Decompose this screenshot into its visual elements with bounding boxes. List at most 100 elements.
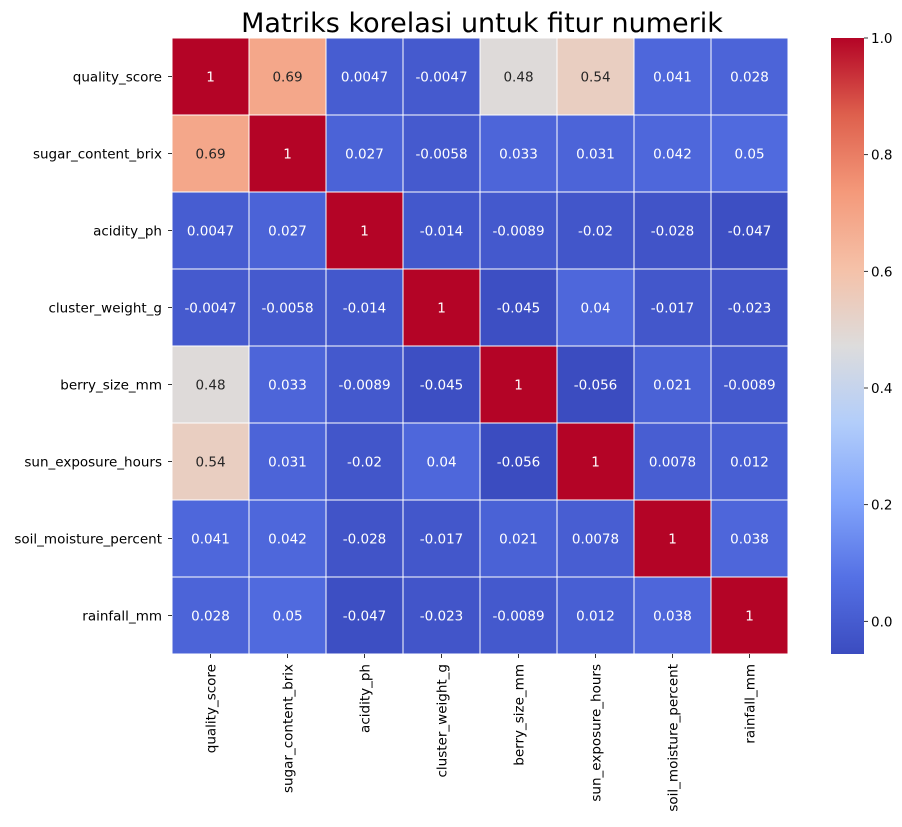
cell-value-label: -0.0089 [492, 224, 544, 240]
cell-value-label: -0.056 [574, 378, 618, 394]
heatmap-cell [325, 499, 404, 578]
heatmap-cell [402, 191, 481, 270]
heatmap-cell [556, 114, 635, 193]
cell-value-label: -0.014 [420, 224, 464, 240]
x-tick-label: sun_exposure_hours [589, 664, 605, 802]
cell-value-label: -0.023 [420, 609, 464, 625]
cell-value-label: -0.02 [578, 224, 613, 240]
x-tick-label: rainfall_mm [743, 664, 759, 744]
heatmap-cell [402, 345, 481, 424]
y-tick-label: sugar_content_brix [33, 147, 162, 163]
cell-value-label: 0.041 [653, 70, 692, 86]
y-tick-label: quality_score [73, 70, 162, 86]
cell-value-label: -0.056 [497, 455, 541, 471]
cell-value-label: 0.0078 [572, 532, 619, 548]
cell-value-label: -0.017 [651, 301, 695, 317]
y-axis-ticks: quality_score sugar_content_brix acidity_p… [14, 70, 172, 625]
heatmap-cell [171, 268, 250, 347]
heatmap-cell [171, 499, 250, 578]
cell-value-label: -0.028 [651, 224, 695, 240]
heatmap-cell [556, 345, 635, 424]
y-tick-label: berry_size_mm [60, 378, 162, 394]
y-tick-label: soil_moisture_percent [14, 532, 162, 548]
cell-value-label: 0.48 [503, 70, 533, 86]
heatmap-cell [710, 191, 789, 270]
heatmap-cell [633, 268, 712, 347]
colorbar-gradient [831, 38, 864, 654]
heatmap-cells [171, 37, 789, 655]
cell-value-label: 0.54 [195, 455, 225, 471]
cell-value-label: 0.0047 [187, 224, 234, 240]
colorbar-tick-label: 0.8 [871, 148, 892, 164]
heatmap-cell [710, 422, 789, 501]
colorbar-tick-label: 0.4 [871, 381, 892, 397]
cell-value-label: 0.05 [734, 147, 764, 163]
cell-value-label: 0.041 [191, 532, 230, 548]
heatmap-cell [710, 345, 789, 424]
cell-value-label: -0.0047 [184, 301, 236, 317]
heatmap-cell [248, 422, 327, 501]
cell-value-label: 0.04 [426, 455, 456, 471]
cell-value-label: -0.047 [728, 224, 772, 240]
cell-value-label: 1 [360, 224, 369, 240]
colorbar-tick-label: 0.2 [871, 498, 892, 514]
heatmap-cell [325, 345, 404, 424]
colorbar-tick-label: 1.0 [871, 31, 892, 47]
y-tick-label: acidity_ph [93, 224, 162, 240]
heatmap-cell [248, 191, 327, 270]
cell-value-label: -0.02 [347, 455, 382, 471]
cell-value-label: 0.69 [195, 147, 225, 163]
cell-value-label: -0.028 [343, 532, 387, 548]
heatmap-cell [710, 114, 789, 193]
cell-value-label: 0.0078 [649, 455, 696, 471]
heatmap-cell [248, 114, 327, 193]
cell-value-label: -0.0089 [492, 609, 544, 625]
cell-value-label: 0.0047 [341, 70, 388, 86]
heatmap-cell [710, 576, 789, 655]
cell-value-label: 1 [668, 532, 677, 548]
cell-value-label: 1 [745, 609, 754, 625]
cell-value-label: -0.0089 [338, 378, 390, 394]
cell-value-label: 0.027 [345, 147, 384, 163]
heatmap-cell [479, 191, 558, 270]
cell-value-label: 0.021 [653, 378, 692, 394]
x-tick-label: sugar_content_brix [281, 664, 297, 793]
y-tick-label: cluster_weight_g [49, 301, 163, 317]
cell-value-label: -0.047 [343, 609, 387, 625]
heatmap-cell [325, 576, 404, 655]
cell-value-label: 0.012 [576, 609, 615, 625]
x-tick-label: acidity_ph [358, 664, 374, 733]
cell-value-label: -0.017 [420, 532, 464, 548]
heatmap-cell [633, 499, 712, 578]
x-tick-label: cluster_weight_g [435, 664, 451, 778]
heatmap-cell [556, 422, 635, 501]
cell-value-label: 0.042 [268, 532, 307, 548]
cell-value-label: -0.0047 [415, 70, 467, 86]
heatmap-cell [710, 499, 789, 578]
cell-value-label: 0.69 [272, 70, 302, 86]
heatmap-cell [479, 499, 558, 578]
cell-value-label: 0.021 [499, 532, 538, 548]
cell-value-label: 1 [514, 378, 523, 394]
cell-value-label: 0.031 [268, 455, 307, 471]
cell-value-label: 1 [437, 301, 446, 317]
cell-value-label: 0.038 [730, 532, 769, 548]
heatmap-cell-labels: 1 0.69 0.0047 -0.0047 0.48 0.54 0.041 0.0280.69… [184, 70, 775, 625]
heatmap-cell [710, 37, 789, 116]
heatmap-cell [479, 576, 558, 655]
heatmap-cell [556, 191, 635, 270]
cell-value-label: 0.031 [576, 147, 615, 163]
x-tick-label: soil_moisture_percent [666, 664, 682, 812]
cell-value-label: -0.045 [497, 301, 541, 317]
heatmap-cell [479, 422, 558, 501]
x-tick-label: quality_score [204, 664, 220, 753]
cell-value-label: -0.0089 [723, 378, 775, 394]
heatmap-cell [402, 114, 481, 193]
cell-value-label: 0.028 [191, 609, 230, 625]
cell-value-label: 0.038 [653, 609, 692, 625]
cell-value-label: 0.05 [272, 609, 302, 625]
chart-title: Matriks korelasi untuk fitur numerik [241, 8, 723, 39]
cell-value-label: -0.014 [343, 301, 387, 317]
heatmap-cell [556, 37, 635, 116]
